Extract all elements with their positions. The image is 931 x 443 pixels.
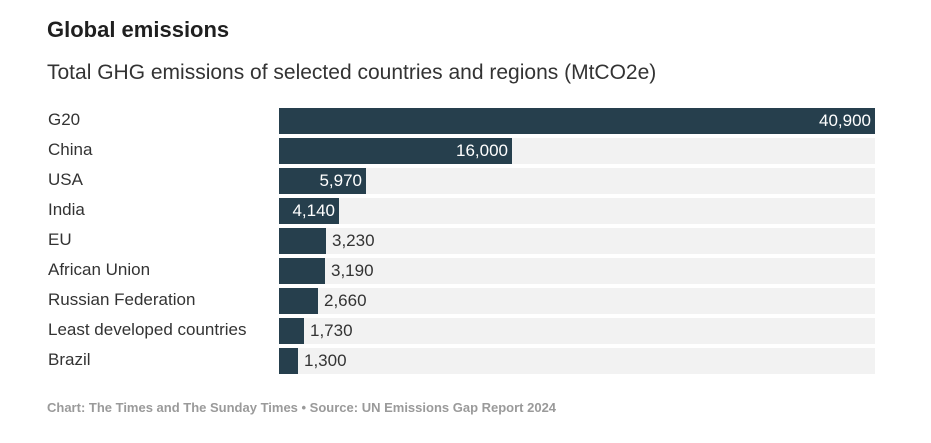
bar-track: 5,970 [279, 168, 875, 194]
value-label: 1,300 [304, 351, 347, 370]
chart-subtitle: Total GHG emissions of selected countrie… [47, 61, 657, 84]
chart-source: Chart: The Times and The Sunday Times • … [47, 400, 557, 415]
category-label: G20 [48, 110, 81, 129]
bar-track: 40,900 [279, 108, 875, 134]
bar [279, 288, 318, 314]
category-label: Least developed countries [48, 320, 247, 339]
bar-row: African Union 3,190 [47, 258, 877, 284]
bar-track: 1,730 [279, 318, 875, 344]
bar-chart: G20 40,900 China 16,000 USA 5,970 India 4,140 EU… [47, 108, 877, 378]
bar-row: G20 40,900 [47, 108, 877, 134]
bar-row: China 16,000 [47, 138, 877, 164]
bar-row: Russian Federation 2,660 [47, 288, 877, 314]
bar [279, 258, 325, 284]
category-label: China [48, 140, 93, 159]
bar [279, 138, 512, 164]
value-label: 3,230 [332, 231, 375, 250]
value-label: 40,900 [819, 111, 871, 130]
value-label: 1,730 [310, 321, 353, 340]
bar-track: 1,300 [279, 348, 875, 374]
value-label: 4,140 [292, 201, 335, 220]
bar-row: USA 5,970 [47, 168, 877, 194]
bar-track: 4,140 [279, 198, 875, 224]
category-label: USA [48, 170, 83, 189]
bar-row: India 4,140 [47, 198, 877, 224]
bar-row: Least developed countries 1,730 [47, 318, 877, 344]
category-label: African Union [48, 260, 151, 279]
value-label: 3,190 [331, 261, 374, 280]
bar [279, 168, 366, 194]
category-label: EU [48, 230, 72, 249]
bar [279, 348, 298, 374]
bar-track: 2,660 [279, 288, 875, 314]
bar-track: 16,000 [279, 138, 875, 164]
value-label: 5,970 [319, 171, 362, 190]
bar [279, 318, 304, 344]
bar [279, 228, 326, 254]
bar-track: 3,190 [279, 258, 875, 284]
chart-title: Global emissions [47, 17, 230, 42]
category-label: India [48, 200, 85, 219]
bar-row: Brazil 1,300 [47, 348, 877, 374]
value-label: 16,000 [456, 141, 508, 160]
bar [279, 108, 875, 134]
bar [279, 198, 339, 224]
value-label: 2,660 [324, 291, 367, 310]
bar-track: 3,230 [279, 228, 875, 254]
category-label: Brazil [48, 350, 91, 369]
category-label: Russian Federation [48, 290, 196, 309]
bar-row: EU 3,230 [47, 228, 877, 254]
